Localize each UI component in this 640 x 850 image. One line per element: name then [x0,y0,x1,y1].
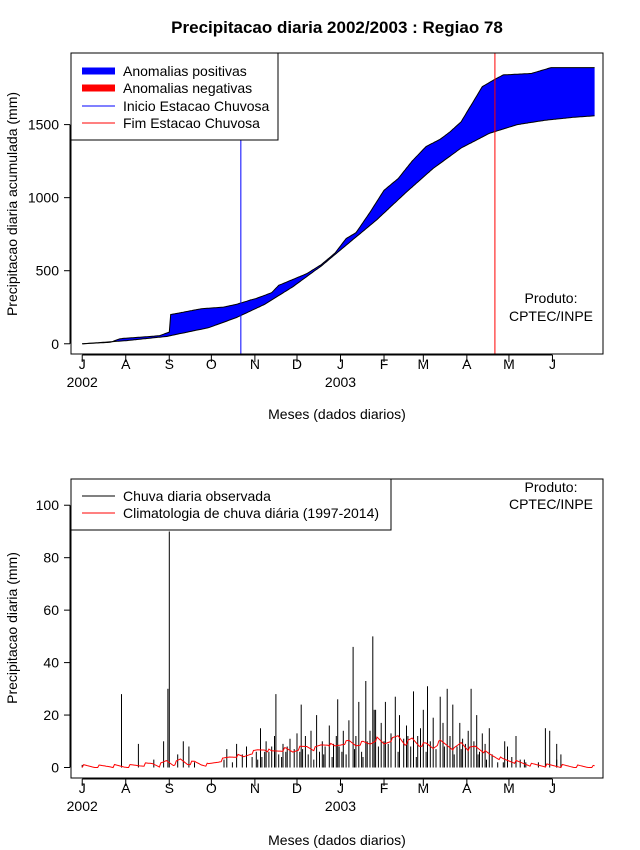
cumulative-y-tick-label: 500 [36,263,60,279]
cumulative-plot-frame [70,52,604,355]
daily-x-tick-label: D [292,780,302,796]
observed-cumulative-line [82,67,595,345]
climatology-daily-line [81,735,595,769]
daily-y-tick-label: 100 [36,497,60,513]
positive-anomaly-area [82,67,595,344]
daily-x-tick-label: M [503,780,515,796]
cumulative-axes: 0 500 1000 1500 J A S O N D J F M A M J 2002 2003 [28,117,556,390]
cumulative-y-tick-label: 0 [51,336,59,352]
daily-x-axis-label: Meses (dados diarios) [268,832,406,848]
daily-y-tick-label: 60 [43,602,59,618]
legend-label-negative: Anomalias negativas [123,80,252,96]
cumulative-x-tick-label: A [462,356,472,372]
cumulative-x-tick-label: A [121,356,131,372]
cumulative-x-tick-label: N [250,356,260,372]
cumulative-annotation-line-2: CPTEC/INPE [509,308,593,324]
daily-x-tick-label: J [79,780,86,796]
cumulative-x-tick-label: J [79,356,86,372]
daily-x-tick-label: O [206,780,217,796]
cumulative-x-tick-label: O [206,356,217,372]
daily-legend: Chuva diaria observada Climatologia de c… [70,478,392,531]
legend-label-end: Fim Estacao Chuvosa [123,115,260,131]
cumulative-legend: Anomalias positivas Anomalias negativas … [70,52,279,141]
daily-y-tick-label: 20 [43,707,59,723]
cumulative-y-axis-label: Precipitacao diaria acumulada (mm) [4,92,20,316]
legend-label-observed: Chuva diaria observada [123,488,271,504]
cumulative-x-tick-label: D [292,356,302,372]
chart-title: Precipitacao diaria 2002/2003 : Regiao 7… [171,18,503,37]
climatology-cumulative-line [82,115,595,345]
daily-x-tick-label: M [417,780,429,796]
cumulative-annotation-line-1: Produto: [525,290,578,306]
cumulative-x-tick-label: S [165,356,174,372]
daily-year-label: 2003 [325,798,356,814]
daily-annotation-line-1: Produto: [525,479,578,495]
cumulative-year-label: 2003 [325,374,356,390]
cumulative-x-tick-label: J [337,356,344,372]
daily-panel: 0 20 40 60 80 100 J A S O N D J F M A M J 2002 2003 Precipi… [4,478,604,848]
daily-year-label: 2002 [67,798,98,814]
daily-annotation-line-2: CPTEC/INPE [509,496,593,512]
daily-x-tick-label: N [250,780,260,796]
cumulative-y-tick-label: 1500 [28,117,59,133]
legend-label-climatology: Climatologia de chuva diária (1997-2014) [123,505,379,521]
daily-y-tick-label: 40 [43,655,59,671]
daily-legend-box [70,478,392,531]
daily-y-tick-label: 0 [51,760,59,776]
daily-marks [81,531,595,769]
daily-y-tick-label: 80 [43,550,59,566]
legend-label-positive: Anomalias positivas [123,63,247,79]
daily-x-tick-label: A [121,780,131,796]
legend-label-onset: Inicio Estacao Chuvosa [123,98,270,114]
daily-y-axis-label: Precipitacao diaria (mm) [4,552,20,704]
cumulative-x-tick-label: M [503,356,515,372]
cumulative-y-tick-label: 1000 [28,190,59,206]
daily-x-tick-label: J [337,780,344,796]
daily-x-tick-label: A [462,780,472,796]
cumulative-x-tick-label: J [549,356,556,372]
cumulative-x-tick-label: M [417,356,429,372]
daily-x-tick-label: F [380,780,389,796]
daily-axes: 0 20 40 60 80 100 J A S O N D J F M A M J 2002 2003 [36,497,556,814]
cumulative-year-label: 2002 [67,374,98,390]
cumulative-x-tick-label: F [380,356,389,372]
cumulative-panel: 0 500 1000 1500 J A S O N D J F M A M J 2002 2003 Precipi… [4,52,604,422]
daily-x-tick-label: J [549,780,556,796]
cumulative-x-axis-label: Meses (dados diarios) [268,406,406,422]
daily-x-tick-label: S [165,780,174,796]
